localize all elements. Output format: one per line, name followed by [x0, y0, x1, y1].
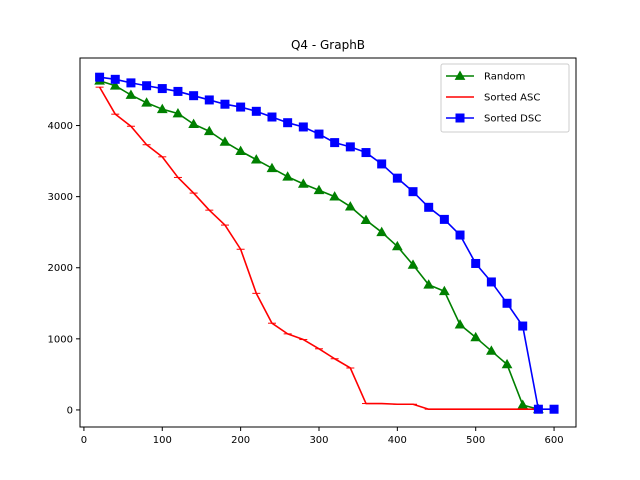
data-point-sorted-dsc	[189, 91, 199, 101]
data-point-random	[391, 240, 403, 251]
x-tick-label: 400	[388, 435, 407, 446]
data-point-sorted-dsc	[408, 187, 418, 197]
data-point-random	[172, 107, 184, 118]
data-point-sorted-dsc	[518, 321, 528, 331]
data-point-random	[501, 358, 513, 369]
data-point-random	[266, 162, 278, 173]
data-point-sorted-dsc	[126, 78, 136, 88]
data-point-sorted-dsc	[533, 404, 543, 414]
data-point-random	[344, 201, 356, 211]
y-tick-label: 0	[67, 405, 73, 416]
data-point-sorted-dsc	[361, 148, 371, 158]
data-point-random	[203, 125, 215, 136]
data-point-sorted-dsc	[455, 230, 465, 240]
data-point-random	[313, 184, 325, 195]
data-point-sorted-dsc	[330, 138, 340, 148]
data-point-random	[156, 103, 168, 114]
data-point-random	[141, 97, 152, 107]
legend-label: Sorted ASC	[484, 93, 540, 104]
data-point-sorted-dsc	[424, 202, 434, 212]
axes: 0 100 200 300 400 500 600 0 1000 2000 3000 4000	[48, 57, 577, 446]
data-point-sorted-dsc	[220, 99, 230, 109]
data-point-sorted-dsc	[314, 129, 324, 139]
y-tick-label: 3000	[48, 192, 73, 203]
data-point-random	[423, 279, 435, 289]
data-point-sorted-dsc	[377, 159, 387, 169]
data-point-sorted-dsc	[110, 74, 120, 84]
data-point-sorted-dsc	[95, 72, 105, 82]
data-point-random	[329, 191, 341, 201]
data-point-random	[188, 118, 199, 128]
legend-label: Random	[484, 72, 525, 83]
data-point-random	[125, 89, 137, 99]
data-point-random	[517, 399, 529, 409]
legend-marker	[455, 113, 465, 123]
data-point-sorted-dsc	[502, 298, 512, 308]
data-point-random	[407, 259, 419, 269]
x-axis: 0 100 200 300 400 500 600	[81, 427, 564, 446]
data-point-random	[297, 178, 309, 188]
data-point-random	[250, 154, 262, 164]
plot-frame	[79, 57, 577, 428]
x-tick-label: 100	[153, 435, 172, 446]
x-tick-label: 0	[81, 435, 87, 446]
chart-title: Q4 - GraphB	[291, 38, 365, 52]
legend: Random Sorted ASC Sorted DSC	[440, 63, 570, 133]
data-point-sorted-dsc	[173, 86, 183, 96]
y-tick-label: 4000	[48, 121, 73, 132]
x-tick-label: 600	[545, 435, 564, 446]
data-point-sorted-dsc	[204, 95, 214, 105]
data-point-random	[376, 226, 388, 237]
series-layer	[94, 72, 559, 414]
legend-item-random: Random	[446, 70, 525, 83]
data-point-sorted-dsc	[157, 84, 167, 94]
data-point-random	[486, 345, 497, 355]
data-point-random	[470, 331, 482, 342]
data-point-sorted-dsc	[267, 112, 277, 122]
data-point-sorted-dsc	[471, 258, 481, 268]
data-point-random	[235, 145, 246, 156]
series-sorted-asc	[95, 86, 543, 411]
legend-marker	[454, 70, 466, 80]
data-point-sorted-dsc	[298, 122, 308, 132]
data-point-sorted-dsc	[236, 102, 246, 112]
legend-item-sorted-dsc: Sorted DSC	[446, 113, 541, 125]
data-point-sorted-dsc	[486, 277, 496, 287]
y-axis: 0 1000 2000 3000 4000	[48, 121, 80, 416]
legend-label: Sorted DSC	[484, 114, 541, 125]
data-point-sorted-dsc	[283, 118, 293, 128]
data-point-random	[282, 171, 294, 181]
data-point-sorted-dsc	[142, 81, 152, 91]
data-point-sorted-dsc	[392, 173, 402, 183]
data-point-random	[219, 136, 231, 146]
series-random	[94, 75, 544, 414]
data-point-sorted-dsc	[439, 214, 449, 224]
data-point-sorted-dsc	[345, 142, 355, 152]
legend-frame	[440, 63, 570, 133]
y-tick-label: 2000	[48, 263, 73, 274]
data-point-random	[454, 319, 466, 329]
series-sorted-dsc	[95, 72, 559, 414]
data-point-sorted-dsc	[549, 404, 559, 414]
data-point-random	[360, 214, 372, 224]
data-point-sorted-dsc	[251, 106, 261, 116]
x-tick-label: 500	[466, 435, 485, 446]
legend-item-sorted-asc: Sorted ASC	[446, 93, 540, 104]
data-point-random	[438, 285, 450, 296]
data-point-random	[109, 80, 121, 90]
x-tick-label: 200	[231, 435, 250, 446]
x-tick-label: 300	[309, 435, 328, 446]
y-tick-label: 1000	[48, 334, 73, 345]
